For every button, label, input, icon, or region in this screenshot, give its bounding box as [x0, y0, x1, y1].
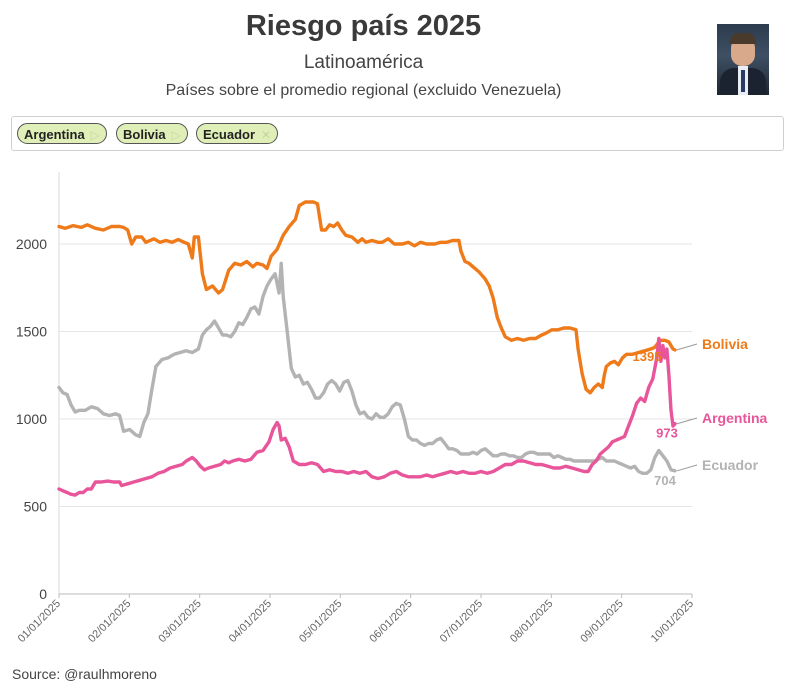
filter-chip-label: Bolivia [123, 127, 166, 142]
chart-note: Países sobre el promedio regional (exclu… [165, 82, 562, 99]
series-label-ecuador: Ecuador [702, 457, 759, 473]
filter-chip-label: Ecuador [203, 127, 256, 142]
remove-icon[interactable]: ▷ [171, 128, 181, 142]
series-label-bolivia: Bolivia [702, 336, 748, 352]
source-note: Source: @raulhmoreno [12, 666, 157, 682]
country-filter[interactable]: Argentina ▷ Bolivia ▷ Ecuador ✕ [11, 116, 784, 151]
y-tick-label: 2000 [16, 236, 47, 252]
value-label-argentina: 973 [656, 426, 678, 441]
series-line-argentina [57, 336, 677, 497]
y-tick-label: 1000 [16, 411, 47, 427]
filter-chip-bolivia[interactable]: Bolivia ▷ [116, 123, 188, 144]
leader-line [676, 343, 698, 351]
leader-line [676, 464, 698, 472]
series-line-ecuador [57, 261, 677, 475]
series-label-argentina: Argentina [702, 410, 768, 426]
filter-chip-argentina[interactable]: Argentina ▷ [17, 123, 107, 144]
x-tick-label: 10/01/2025 [649, 598, 696, 645]
filter-chip-label: Argentina [24, 127, 85, 142]
value-label-bolivia: 1395 [633, 349, 662, 364]
filter-chip-ecuador[interactable]: Ecuador ✕ [196, 123, 279, 144]
x-tick-label: 08/01/2025 [508, 598, 555, 645]
value-label-ecuador: 704 [654, 473, 676, 488]
chart-title: Riesgo país 2025 [245, 10, 482, 42]
close-icon[interactable]: ✕ [261, 128, 272, 142]
x-tick-label: 07/01/2025 [438, 598, 485, 645]
y-tick-label: 1500 [16, 324, 47, 340]
x-tick-label: 06/01/2025 [367, 598, 414, 645]
author-avatar [717, 24, 769, 95]
y-tick-label: 0 [39, 586, 47, 602]
x-tick-label: 01/01/2025 [16, 598, 63, 645]
leader-line [676, 417, 698, 425]
chart-subtitle: Latinoamérica [303, 52, 424, 73]
x-tick-label: 03/01/2025 [156, 598, 203, 645]
remove-icon[interactable]: ▷ [90, 128, 100, 142]
x-tick-label: 04/01/2025 [227, 598, 274, 645]
x-tick-label: 02/01/2025 [86, 598, 133, 645]
x-tick-label: 05/01/2025 [297, 598, 344, 645]
series-line-bolivia [57, 200, 677, 395]
y-tick-label: 500 [24, 499, 48, 515]
x-tick-label: 09/01/2025 [578, 598, 625, 645]
